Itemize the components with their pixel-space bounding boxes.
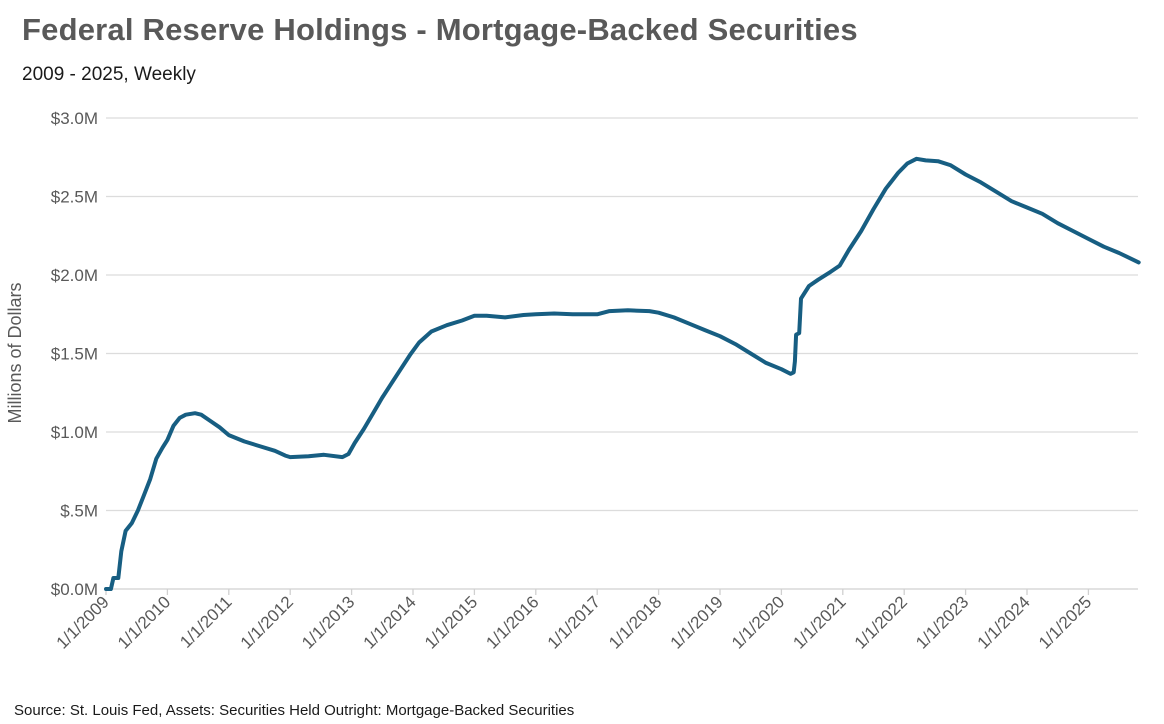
x-tick-label: 1/1/2010	[114, 592, 174, 652]
x-tick-label: 1/1/2013	[298, 592, 358, 652]
x-tick-label: 1/1/2011	[176, 592, 235, 651]
chart-title: Federal Reserve Holdings - Mortgage-Back…	[22, 12, 858, 47]
series-line-mbs	[104, 156, 1141, 591]
x-tick-label: 1/1/2021	[789, 592, 849, 652]
x-tick-label: 1/1/2024	[974, 592, 1034, 652]
y-tick-label: $2.5M	[51, 188, 98, 207]
y-tick-label: $.5M	[60, 502, 98, 521]
x-tick-label: 1/1/2009	[53, 592, 113, 652]
x-tick-label: 1/1/2023	[912, 592, 972, 652]
x-tick-label: 1/1/2017	[544, 592, 604, 652]
y-axis-label: Millions of Dollars	[5, 282, 25, 423]
x-tick-label: 1/1/2022	[851, 592, 911, 652]
y-tick-label: $1.0M	[51, 423, 98, 442]
y-tick-label: $2.0M	[51, 266, 98, 285]
y-tick-label: $1.5M	[51, 345, 98, 364]
x-tick-label: 1/1/2012	[237, 592, 297, 652]
x-tick-label: 1/1/2018	[605, 592, 665, 652]
x-tick-label: 1/1/2014	[360, 592, 420, 652]
x-tick-label: 1/1/2025	[1035, 592, 1095, 652]
y-tick-label: $3.0M	[51, 109, 98, 128]
chart-subtitle: 2009 - 2025, Weekly	[22, 64, 196, 85]
x-tick-label: 1/1/2015	[421, 592, 481, 652]
y-tick-label: $0.0M	[51, 580, 98, 599]
x-tick-label: 1/1/2019	[667, 592, 727, 652]
x-tick-label: 1/1/2016	[482, 592, 542, 652]
x-tick-label: 1/1/2020	[728, 592, 788, 652]
chart-source: Source: St. Louis Fed, Assets: Securitie…	[14, 702, 575, 719]
